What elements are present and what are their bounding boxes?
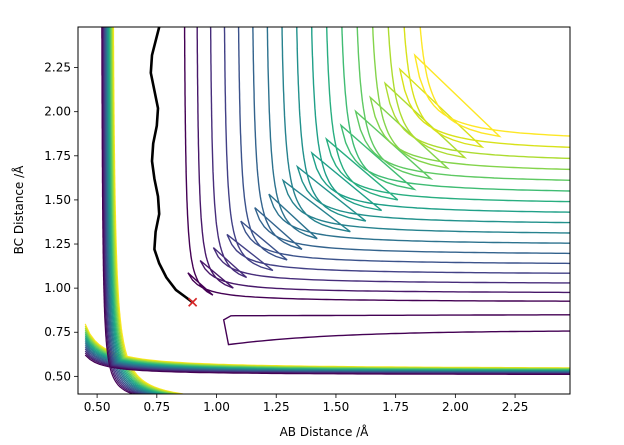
y-tick-label: 0.75 xyxy=(44,325,71,339)
x-tick-label: 1.50 xyxy=(323,400,350,414)
x-tick-label: 1.25 xyxy=(263,400,290,414)
contour-line xyxy=(413,27,570,138)
contour-line xyxy=(102,27,142,394)
x-tick-label: 0.75 xyxy=(143,400,170,414)
y-tick-label: 1.00 xyxy=(44,281,71,295)
x-tick-label: 2.25 xyxy=(502,400,529,414)
contour-line xyxy=(354,27,570,181)
contour-line xyxy=(111,27,182,394)
contour-line xyxy=(339,27,570,192)
contour-line xyxy=(108,27,169,394)
y-tick-label: 0.50 xyxy=(44,369,71,383)
contour-lines xyxy=(84,27,570,394)
contour-line xyxy=(325,27,570,203)
trajectory-layer xyxy=(149,27,198,307)
y-tick-label: 2.25 xyxy=(44,61,71,75)
plot-area: 0.50 0.75 1.00 1.25 1.50 1.75 2.00 2.25 0.50 0.7… xyxy=(44,26,571,414)
x-tick-label: 0.50 xyxy=(84,400,111,414)
contour-line xyxy=(183,27,570,302)
contour-line xyxy=(107,27,165,394)
y-axis-label: BC Distance /Å xyxy=(11,165,26,255)
contour-line xyxy=(105,27,155,394)
contour-line xyxy=(104,27,152,394)
contour-line xyxy=(107,27,162,394)
trajectory-line xyxy=(149,27,194,304)
y-tick-label: 1.25 xyxy=(44,237,71,251)
y-tick-label: 2.00 xyxy=(44,105,71,119)
y-axis-ticks: 0.50 0.75 1.00 1.25 1.50 1.75 2.00 2.25 xyxy=(44,61,78,383)
x-axis-ticks: 0.50 0.75 1.00 1.25 1.50 1.75 2.00 2.25 xyxy=(84,394,529,414)
contour-line xyxy=(281,27,570,234)
contour-line xyxy=(101,27,139,394)
contour-line xyxy=(222,314,570,346)
contour-line xyxy=(109,27,175,394)
contour-line xyxy=(110,27,179,394)
contour-line xyxy=(398,27,570,149)
x-tick-label: 2.00 xyxy=(442,400,469,414)
x-axis-label: AB Distance /Å xyxy=(280,424,370,439)
plot-frame xyxy=(77,26,571,395)
x-tick-label: 1.75 xyxy=(382,400,409,414)
start-marker xyxy=(188,297,198,307)
y-tick-label: 1.50 xyxy=(44,193,71,207)
contour-line xyxy=(310,27,570,213)
contour-line xyxy=(103,27,145,394)
contour-line xyxy=(209,27,570,284)
contour-line xyxy=(223,27,570,274)
x-tick-label: 1.00 xyxy=(203,400,230,414)
contour-line xyxy=(112,27,185,394)
contour-line xyxy=(266,27,570,244)
contour-line xyxy=(106,27,159,394)
contour-line xyxy=(104,27,149,394)
contour-line xyxy=(84,354,570,376)
contour-line xyxy=(109,27,172,394)
contour-line xyxy=(296,27,570,224)
contour-line xyxy=(252,27,570,255)
y-tick-label: 1.75 xyxy=(44,149,71,163)
contour-line xyxy=(237,27,570,265)
contour-line xyxy=(383,27,570,160)
contour-line xyxy=(101,27,135,394)
contour-line xyxy=(196,27,570,294)
contour-line xyxy=(112,27,188,394)
contour-line xyxy=(369,27,570,171)
